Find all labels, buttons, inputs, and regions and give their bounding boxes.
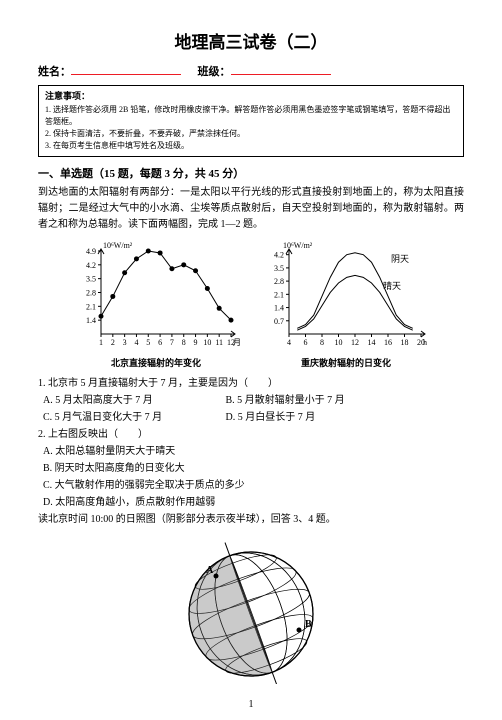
svg-text:10⁶W/m²: 10⁶W/m²: [103, 241, 133, 250]
class-blank: [231, 64, 331, 75]
svg-text:4: 4: [134, 338, 138, 347]
svg-text:A: A: [206, 565, 214, 576]
chart-beijing: 1.42.12.83.54.24.9123456789101112月10⁶W/m…: [71, 239, 241, 369]
svg-text:月: 月: [233, 338, 241, 347]
q2-opt-d: D. 太阳高度角越小，质点散射作用越弱: [43, 494, 215, 511]
svg-text:9: 9: [194, 338, 198, 347]
q2-options: A. 太阳总辐射量阴天大于晴天 B. 阴天时太阳高度角的日变化大 C. 大气散射…: [38, 443, 464, 511]
svg-text:14: 14: [368, 338, 376, 347]
svg-text:B: B: [305, 619, 312, 630]
svg-text:11: 11: [215, 338, 223, 347]
notice-header: 注意事项：: [45, 90, 457, 104]
q1-opt-d: D. 5 月白昼长于 7 月: [226, 409, 316, 426]
svg-text:10⁶W/m²: 10⁶W/m²: [283, 241, 313, 250]
svg-text:6: 6: [158, 338, 162, 347]
charts-row: 1.42.12.83.54.24.9123456789101112月10⁶W/m…: [38, 239, 464, 369]
svg-text:2.8: 2.8: [86, 288, 96, 297]
svg-text:1.4: 1.4: [86, 316, 96, 325]
chart-chongqing: 0.71.42.12.83.54.2468101214161820h10⁶W/m…: [261, 239, 431, 369]
q1-opt-b: B. 5 月散射辐射量小于 7 月: [226, 392, 345, 409]
svg-text:12: 12: [351, 338, 359, 347]
q2-opt-c: C. 大气散射作用的强弱完全取决于质点的多少: [43, 477, 245, 494]
q2-opt-b: B. 阴天时太阳高度角的日变化大: [43, 460, 185, 477]
svg-text:4.2: 4.2: [86, 260, 96, 269]
svg-text:阴天: 阴天: [391, 254, 409, 264]
svg-text:16: 16: [384, 338, 392, 347]
student-info-row: 姓名： 班级：: [38, 63, 464, 79]
svg-text:10: 10: [203, 338, 211, 347]
section-heading: 一、单选题（15 题，每题 3 分，共 45 分）: [38, 165, 464, 181]
svg-text:2.8: 2.8: [274, 277, 284, 286]
name-label: 姓名：: [38, 66, 71, 78]
svg-text:7: 7: [170, 338, 174, 347]
svg-text:0.7: 0.7: [274, 316, 284, 325]
notice-line: 3. 在每页考生信息框中填写姓名及班级。: [45, 140, 457, 152]
chart2-svg: 0.71.42.12.83.54.2468101214161820h10⁶W/m…: [261, 239, 431, 349]
svg-text:2.1: 2.1: [86, 302, 96, 311]
class-label: 班级：: [198, 66, 231, 78]
svg-text:3: 3: [123, 338, 127, 347]
svg-text:4.9: 4.9: [86, 246, 96, 255]
svg-text:1.4: 1.4: [274, 303, 284, 312]
svg-text:6: 6: [304, 338, 308, 347]
svg-text:h: h: [423, 338, 427, 347]
chart2-caption: 重庆散射辐射的日变化: [261, 356, 431, 369]
globe-wrap: AB: [38, 534, 464, 689]
svg-text:3.5: 3.5: [274, 263, 284, 272]
svg-text:1: 1: [99, 338, 103, 347]
svg-text:18: 18: [401, 338, 409, 347]
notice-box: 注意事项： 1. 选择题作答必须用 2B 铅笔，修改时用橡皮擦干净。解答题作答必…: [38, 85, 464, 157]
svg-text:5: 5: [146, 338, 150, 347]
svg-text:3.5: 3.5: [86, 274, 96, 283]
q1-opt-a: A. 5 月太阳高度大于 7 月: [43, 392, 223, 409]
q1-options: A. 5 月太阳高度大于 7 月 B. 5 月散射辐射量小于 7 月 C. 5 …: [38, 392, 464, 426]
chart1-caption: 北京直接辐射的年变化: [71, 356, 241, 369]
lead-q34: 读北京时间 10:00 的日照图（阴影部分表示夜半球），回答 3、4 题。: [38, 511, 464, 528]
name-blank: [71, 64, 181, 75]
svg-text:2.1: 2.1: [274, 290, 284, 299]
svg-text:4.2: 4.2: [274, 250, 284, 259]
q1-stem: 1. 北京市 5 月直接辐射大于 7 月，主要是因为（ ）: [38, 375, 464, 392]
globe-svg: AB: [166, 534, 336, 684]
svg-text:晴天: 晴天: [383, 280, 401, 291]
page-title: 地理高三试卷（二）: [38, 28, 464, 53]
svg-text:10: 10: [335, 338, 343, 347]
q2-opt-a: A. 太阳总辐射量阴天大于晴天: [43, 443, 175, 460]
notice-line: 1. 选择题作答必须用 2B 铅笔，修改时用橡皮擦干净。解答题作答必须用黑色墨迹…: [45, 104, 457, 128]
q1-opt-c: C. 5 月气温日变化大于 7 月: [43, 409, 223, 426]
svg-text:2: 2: [111, 338, 115, 347]
svg-text:8: 8: [182, 338, 186, 347]
notice-line: 2. 保持卡面清洁，不要折叠，不要弄破，严禁涂抹任何。: [45, 128, 457, 140]
svg-text:8: 8: [320, 338, 324, 347]
section-intro: 到达地面的太阳辐射有两部分：一是太阳以平行光线的形式直接投射到地面上的，称为太阳…: [38, 185, 464, 233]
chart1-svg: 1.42.12.83.54.24.9123456789101112月10⁶W/m…: [71, 239, 241, 349]
svg-text:4: 4: [287, 338, 291, 347]
q2-stem: 2. 上右图反映出（ ）: [38, 426, 464, 443]
